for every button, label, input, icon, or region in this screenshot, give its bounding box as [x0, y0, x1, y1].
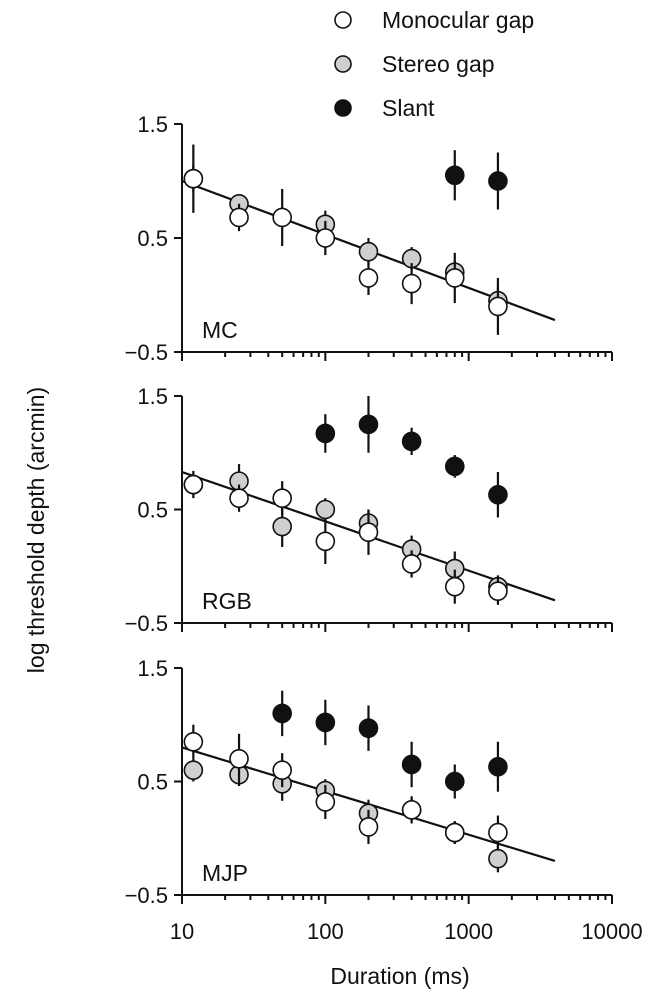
data-point-stereo-gap	[315, 499, 336, 520]
y-tick-label: 1.5	[137, 384, 168, 409]
y-tick-label: 1.5	[137, 112, 168, 137]
x-tick-label: 10000	[581, 919, 642, 944]
panel-mc: −0.5 0.5 1.5 MC	[125, 112, 613, 365]
panel-label-rgb: RGB	[202, 588, 252, 614]
series-monocular-gap	[183, 724, 508, 850]
y-tick-label: 0.5	[137, 498, 168, 523]
data-point-monocular-gap	[183, 168, 204, 189]
y-tick-label: −0.5	[125, 340, 168, 365]
data-point-monocular-gap	[401, 273, 422, 294]
y-tick-label: 0.5	[137, 770, 168, 795]
legend: Monocular gap Stereo gap Slant	[334, 7, 534, 121]
data-point-slant	[315, 423, 336, 444]
data-point-slant	[488, 756, 508, 777]
panel-label-mjp: MJP	[202, 860, 248, 886]
data-point-monocular-gap	[315, 792, 336, 812]
panels: −0.5 0.5 1.5 MC −0.5 0.5 1.5 RGB −0.5 0.5 1.5 MJP 10…	[125, 112, 643, 944]
data-point-monocular-gap	[444, 268, 465, 288]
data-point-stereo-gap	[358, 241, 379, 262]
data-point-monocular-gap	[401, 800, 422, 820]
x-tick-labels: 10 100 1000 10000	[170, 919, 643, 944]
legend-marker-slant	[334, 99, 352, 117]
data-point-monocular-gap	[183, 731, 204, 752]
data-point-slant	[444, 771, 465, 792]
data-point-monocular-gap	[488, 822, 508, 843]
data-point-monocular-gap	[358, 522, 379, 543]
data-point-slant	[401, 431, 422, 452]
y-tick-label: −0.5	[125, 883, 168, 908]
x-axis-title: Duration (ms)	[330, 963, 469, 989]
y-tick-label: 1.5	[137, 656, 168, 681]
legend-marker-monocular-gap	[334, 11, 352, 29]
data-point-monocular-gap	[444, 576, 465, 597]
data-point-monocular-gap	[272, 760, 292, 780]
data-point-slant	[272, 703, 292, 724]
data-point-monocular-gap	[183, 474, 204, 495]
data-point-monocular-gap	[401, 554, 422, 574]
legend-label-stereo-gap: Stereo gap	[382, 51, 495, 77]
data-point-monocular-gap	[358, 268, 379, 288]
series-slant	[315, 396, 508, 518]
legend-marker-stereo-gap	[334, 55, 352, 73]
x-tick-label: 100	[307, 919, 344, 944]
panel-label-mc: MC	[202, 317, 238, 343]
legend-label-monocular-gap: Monocular gap	[382, 7, 534, 33]
panel-mjp: −0.5 0.5 1.5 MJP	[125, 656, 613, 908]
data-point-monocular-gap	[229, 488, 249, 508]
y-axis-title: log threshold depth (arcmin)	[23, 387, 49, 673]
data-point-slant	[444, 456, 465, 477]
data-point-monocular-gap	[315, 531, 336, 552]
data-point-monocular-gap	[488, 296, 508, 317]
data-point-stereo-gap	[488, 848, 508, 869]
data-point-monocular-gap	[229, 207, 249, 228]
data-point-slant	[358, 718, 379, 738]
data-point-slant	[444, 165, 465, 186]
data-point-slant	[315, 712, 336, 733]
series-slant	[444, 150, 508, 210]
legend-label-slant: Slant	[382, 95, 435, 121]
data-point-monocular-gap	[315, 228, 336, 248]
series-stereo-gap	[183, 165, 508, 315]
data-point-monocular-gap	[488, 581, 508, 602]
data-point-slant	[358, 414, 379, 435]
y-tick-label: −0.5	[125, 611, 168, 636]
series-slant	[272, 690, 508, 799]
data-point-stereo-gap	[272, 516, 292, 537]
series-monocular-gap	[183, 144, 508, 335]
x-tick-label: 10	[170, 919, 194, 944]
data-point-monocular-gap	[229, 748, 249, 769]
data-point-monocular-gap	[358, 817, 379, 837]
data-point-monocular-gap	[272, 488, 292, 508]
data-point-stereo-gap	[183, 760, 204, 780]
x-tick-label: 1000	[444, 919, 493, 944]
data-point-monocular-gap	[272, 207, 292, 228]
y-tick-label: 0.5	[137, 226, 168, 251]
series-monocular-gap	[183, 470, 508, 605]
data-point-slant	[488, 171, 508, 191]
panel-rgb: −0.5 0.5 1.5 RGB	[125, 384, 613, 636]
data-point-monocular-gap	[444, 822, 465, 843]
data-point-slant	[401, 754, 422, 775]
data-point-slant	[488, 484, 508, 505]
